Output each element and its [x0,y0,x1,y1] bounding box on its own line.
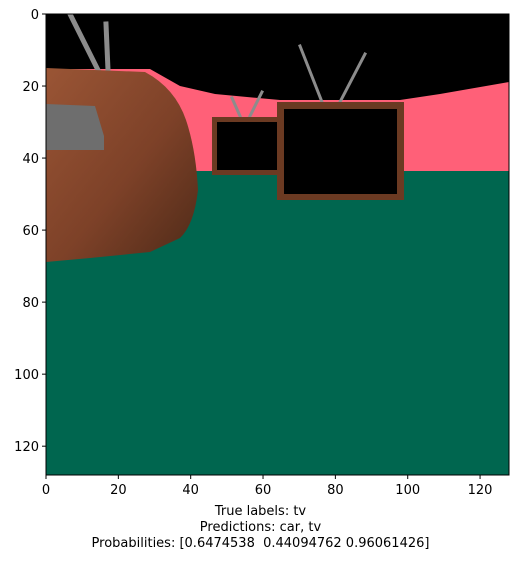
y-tick-label: 20 [22,80,39,95]
caption-probabilities: Probabilities: [0.6474538 0.44094762 0.9… [0,536,521,551]
back-tv-screen [217,122,277,170]
close-tv-panel [46,104,104,150]
x-tick-label: 20 [110,483,127,498]
close-tv-antenna [106,24,108,70]
y-tick-label: 80 [22,296,39,311]
x-tick-label: 80 [327,483,344,498]
y-tick-label: 60 [22,224,39,239]
caption-true-labels: True labels: tv [0,504,521,519]
x-tick-label: 40 [182,483,199,498]
x-tick-label: 100 [395,483,420,498]
x-tick-label: 60 [255,483,272,498]
y-ticks: 0 20 40 60 80 100 120 [14,8,46,455]
y-tick-label: 40 [22,152,39,167]
x-tick-label: 0 [42,483,50,498]
caption-predictions: Predictions: car, tv [0,520,521,535]
front-tv-screen [284,109,397,194]
x-tick-label: 120 [468,483,493,498]
y-tick-label: 120 [14,440,39,455]
x-ticks: 0 20 40 60 80 100 120 [42,475,493,498]
y-tick-label: 0 [31,8,39,23]
y-tick-label: 100 [14,368,39,383]
image-area [46,14,509,475]
